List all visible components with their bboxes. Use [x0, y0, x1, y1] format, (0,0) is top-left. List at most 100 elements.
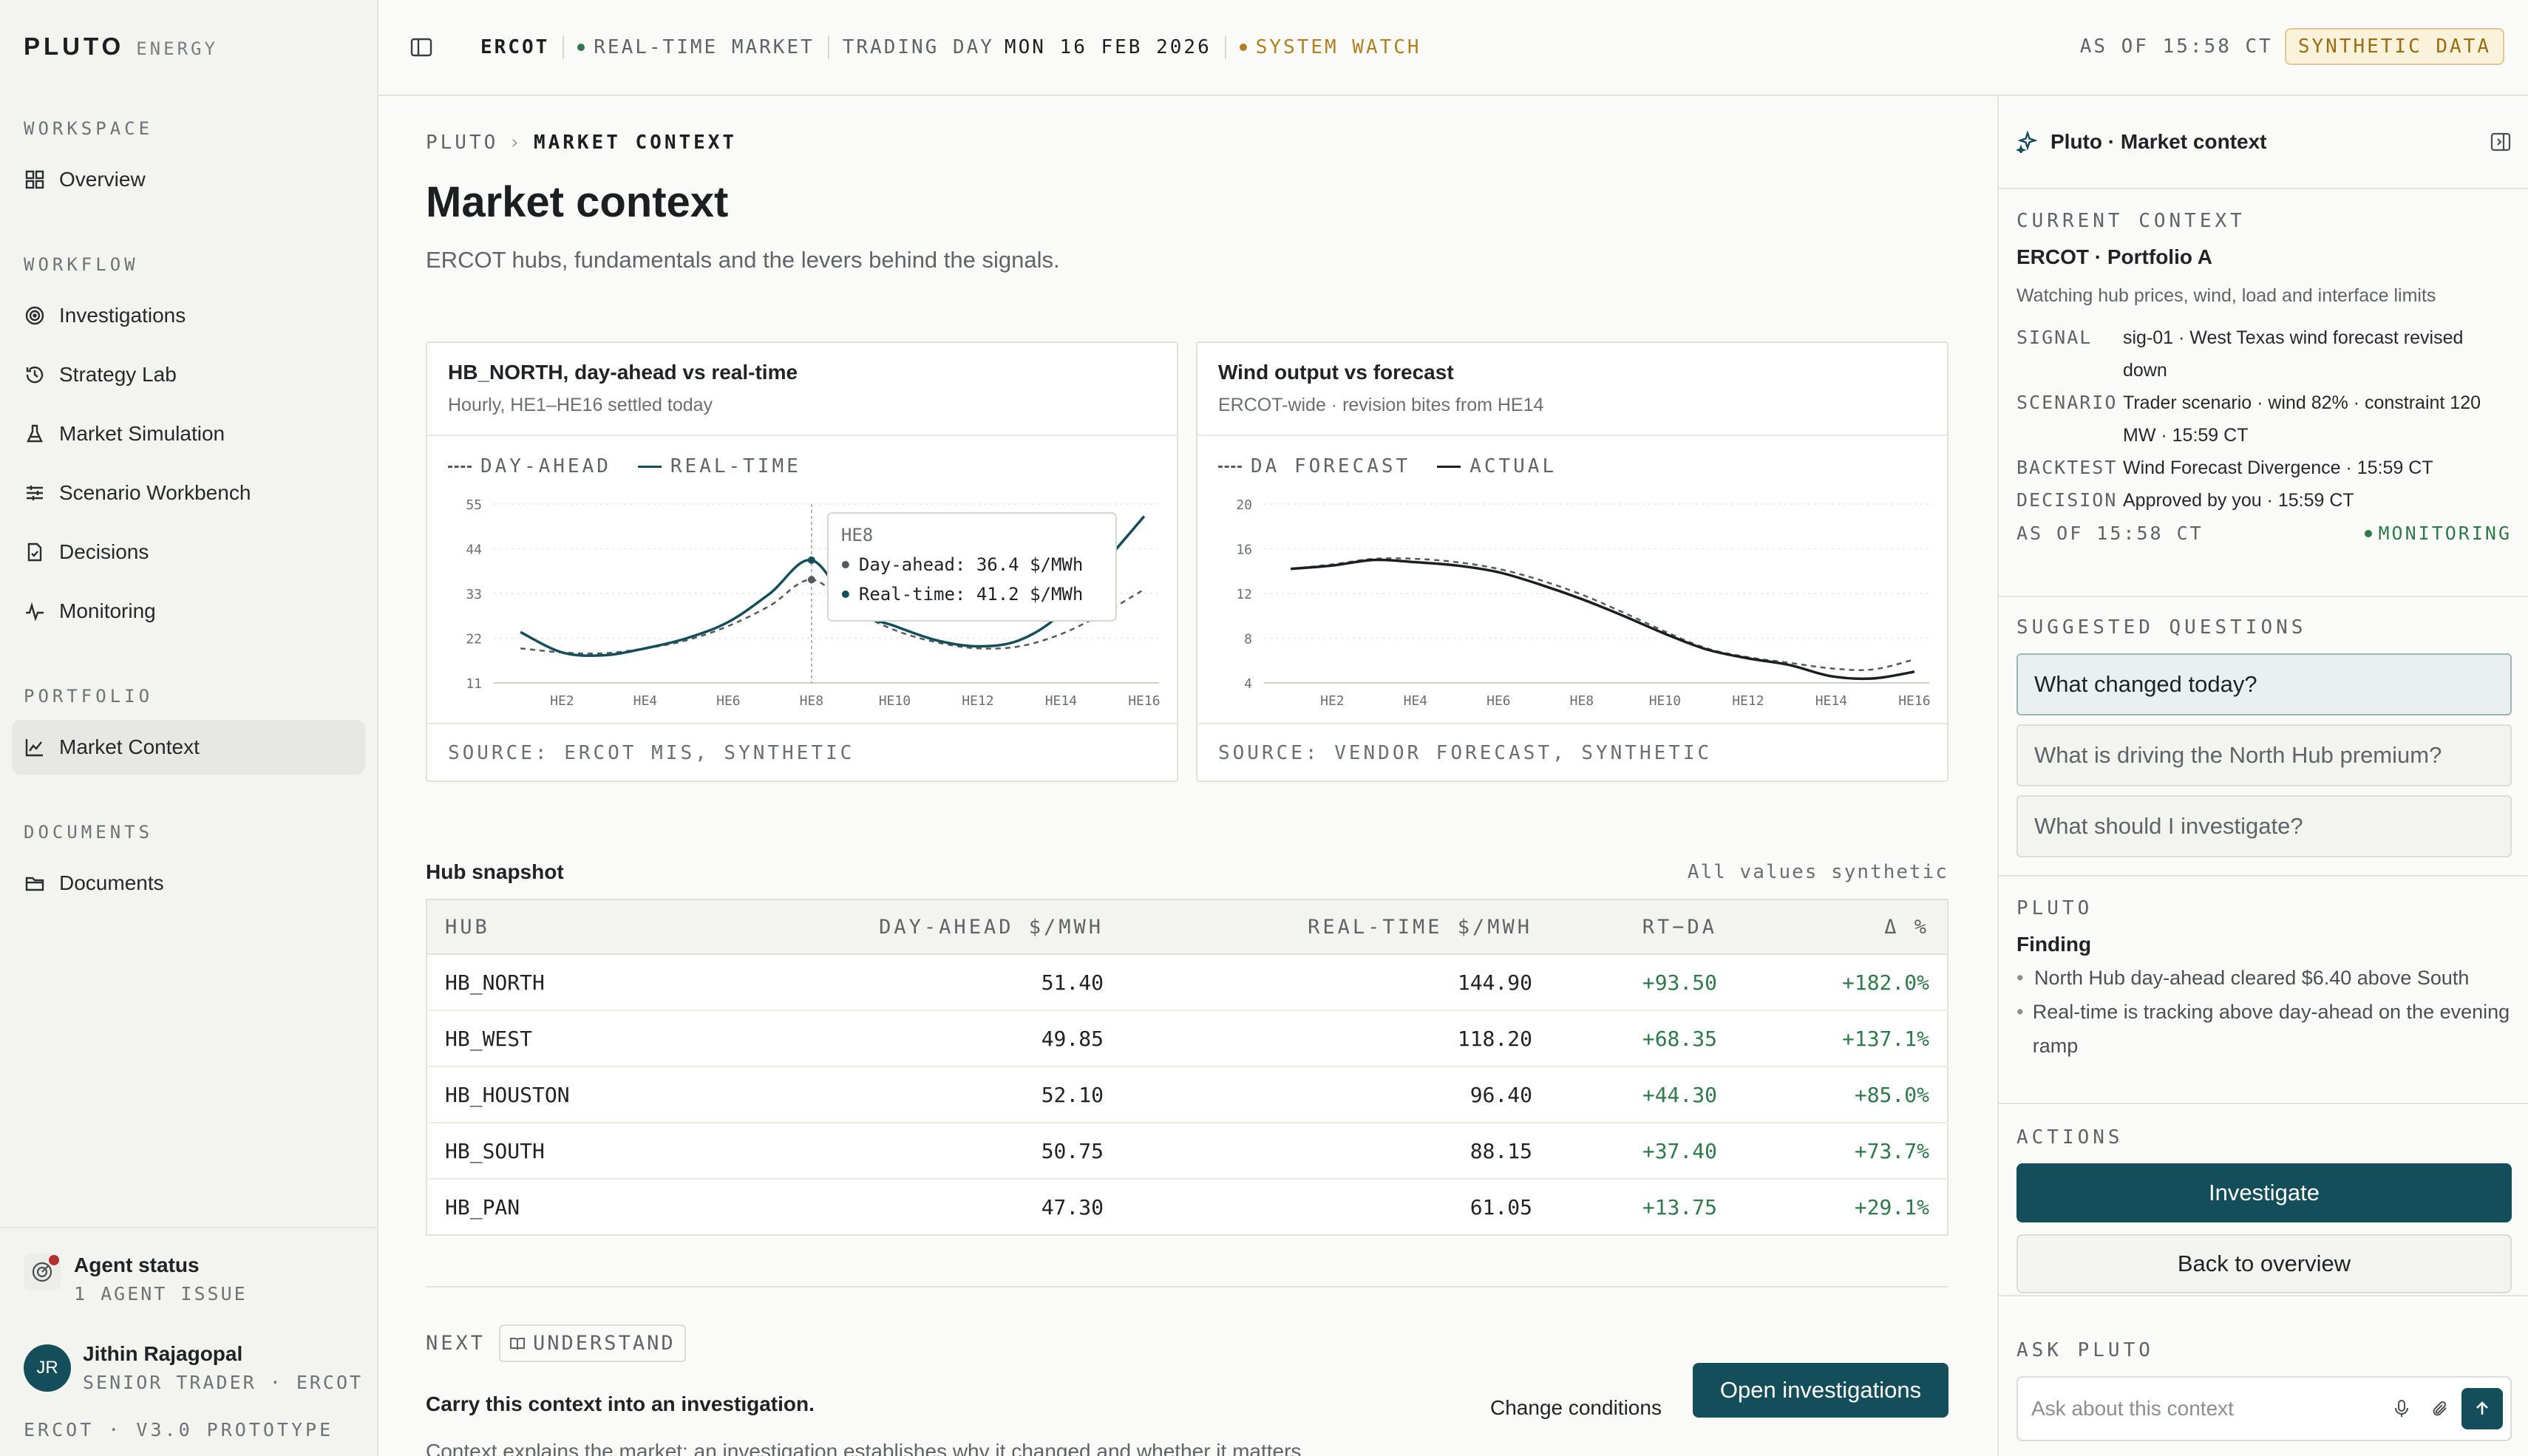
agent-status[interactable]: Agent status 1 AGENT ISSUE	[24, 1253, 248, 1304]
x-tick-label: HE12	[1732, 693, 1764, 709]
legend-label: DA FORECAST	[1251, 455, 1411, 477]
sidebar-item-market-context[interactable]: Market Context	[12, 720, 365, 775]
y-tick-label: 4	[1244, 676, 1252, 692]
column-header[interactable]: DAY-AHEAD $/MWH	[722, 899, 1121, 955]
send-button[interactable]	[2461, 1388, 2503, 1429]
y-tick-label: 44	[466, 542, 482, 558]
page-description: ERCOT hubs, fundamentals and the levers …	[426, 247, 1060, 273]
activity-icon	[24, 600, 46, 622]
sidebar-item-scenario-workbench[interactable]: Scenario Workbench	[12, 466, 365, 520]
sidebar-item-decisions[interactable]: Decisions	[12, 525, 365, 579]
chart-source: SOURCE: ERCOT MIS, SYNTHETIC	[427, 723, 1177, 780]
divider	[1999, 875, 2528, 877]
x-tick-label: HE14	[1045, 693, 1077, 709]
sidebar-toggle-icon[interactable]	[410, 35, 435, 61]
column-header[interactable]: Δ %	[1735, 899, 1948, 955]
context-title: ERCOT · Portfolio A	[2016, 245, 2212, 268]
delta-percent: +29.1%	[1854, 1194, 1929, 1219]
tooltip-row: Real-time: 41.2 $/MWh	[859, 584, 1083, 605]
section-workspace: WORKSPACE	[24, 118, 154, 139]
suggested-questions: SUGGESTED QUESTIONS What changed today? …	[2016, 616, 2512, 866]
chart-legend: DA FORECAST ACTUAL	[1218, 455, 1583, 477]
sidebar-item-documents[interactable]: Documents	[12, 856, 365, 911]
real-time-price: 88.15	[1121, 1123, 1550, 1180]
hub-name: HB_WEST	[427, 1010, 722, 1067]
sidebar-item-label: Scenario Workbench	[59, 481, 251, 504]
x-tick-label: HE4	[633, 693, 658, 709]
brand-logo[interactable]: PLUTO ENERGY	[24, 33, 218, 61]
paperclip-icon[interactable]	[2430, 1399, 2450, 1418]
context-explanation: Context explains the market; an investig…	[426, 1440, 1308, 1456]
table-row[interactable]: HB_WEST 49.85 118.20 +68.35 +137.1%	[427, 1010, 1948, 1067]
price-line-chart[interactable]: 11 22 33 44 55 HE2 HE4 HE6 HE8 HE10 HE12 HE14 HE16 HE…	[427, 483, 1177, 720]
wind-line-chart[interactable]: 4 8 12 16 20 HE2 HE4 HE6 HE8 HE10 HE12 HE14 HE16	[1197, 483, 1947, 720]
y-tick-label: 8	[1244, 632, 1252, 647]
suggested-question[interactable]: What is driving the North Hub premium?	[2016, 724, 2512, 786]
current-context: CURRENT CONTEXT ERCOT · Portfolio A Watc…	[2016, 210, 2512, 544]
breadcrumb: PLUTO › MARKET CONTEXT	[426, 132, 737, 154]
breadcrumb-root[interactable]: PLUTO	[426, 132, 499, 154]
pluto-findings: PLUTO Finding • North Hub day-ahead clear…	[2016, 897, 2512, 1073]
hub-name: HB_SOUTH	[427, 1123, 722, 1180]
understand-label: UNDERSTAND	[533, 1332, 676, 1355]
sidebar-item-monitoring[interactable]: Monitoring	[12, 584, 365, 639]
ask-input[interactable]: Ask about this context	[2016, 1376, 2512, 1441]
delta-percent: +85.0%	[1735, 1067, 1948, 1123]
investigate-button[interactable]: Investigate	[2016, 1163, 2512, 1222]
series-line-da-forecast	[1290, 557, 1915, 671]
back-to-overview-button[interactable]: Back to overview	[2016, 1234, 2512, 1293]
folder-icon	[24, 872, 46, 894]
main-content: PLUTO › MARKET CONTEXT Market context ER…	[378, 96, 1997, 1456]
chevron-right-icon: ›	[509, 132, 523, 154]
open-investigations-button[interactable]: Open investigations	[1693, 1363, 1948, 1418]
suggested-question[interactable]: What changed today?	[2016, 653, 2512, 715]
divider	[0, 1227, 377, 1228]
rt-da-spread: +93.50	[1550, 954, 1735, 1011]
suggested-question[interactable]: What should I investigate?	[2016, 795, 2512, 857]
delta-percent: +73.7%	[1735, 1123, 1948, 1180]
table-row[interactable]: HB_SOUTH 50.75 88.15 +37.40 +73.7%	[427, 1123, 1948, 1180]
x-tick-label: HE8	[1570, 693, 1594, 709]
sidebar-item-market-simulation[interactable]: Market Simulation	[12, 406, 365, 461]
day-ahead-price: 52.10	[722, 1067, 1121, 1123]
table-row[interactable]: HB_NORTH 51.40 144.90 +93.50 +182.0%	[427, 954, 1948, 1011]
tooltip-dot	[841, 561, 849, 568]
change-conditions-button[interactable]: Change conditions	[1490, 1396, 1662, 1419]
user-profile[interactable]: JR Jithin Rajagopal SENIOR TRADER · ERCO…	[24, 1342, 363, 1393]
collapse-panel-icon[interactable]	[2490, 131, 2512, 153]
context-status-row: AS OF 15:58 CT MONITORING	[2016, 523, 2512, 544]
table-row[interactable]: HB_HOUSTON 52.10 96.40 +44.30 +85.0%	[427, 1067, 1948, 1123]
separator	[1224, 35, 1226, 59]
sidebar-item-label: Decisions	[59, 540, 149, 563]
sidebar-item-strategy-lab[interactable]: Strategy Lab	[12, 347, 365, 402]
column-header[interactable]: REAL-TIME $/MWH	[1121, 899, 1550, 955]
y-tick-label: 33	[466, 587, 482, 602]
row-key: SCENARIO	[2016, 392, 2118, 413]
x-tick-label: HE12	[962, 693, 993, 709]
legend-item-real-time: REAL-TIME	[637, 455, 801, 477]
sidebar: PLUTO ENERGY WORKSPACE Overview WORKFLOW…	[0, 0, 378, 1456]
microphone-icon[interactable]	[2392, 1399, 2411, 1418]
sidebar-item-investigations[interactable]: Investigations	[12, 288, 365, 343]
bullet-text: North Hub day-ahead cleared $6.40 above …	[2034, 967, 2470, 989]
x-tick-label: HE6	[1486, 693, 1511, 709]
hover-point-day-ahead	[807, 576, 815, 584]
section-label: CURRENT CONTEXT	[2016, 210, 2246, 232]
sidebar-item-label: Investigations	[59, 304, 186, 327]
page-title: Market context	[426, 178, 729, 226]
sidebar-item-label: Monitoring	[59, 599, 156, 622]
panel-header: Pluto · Market context	[1999, 96, 2528, 189]
hub-name: HB_HOUSTON	[427, 1067, 722, 1123]
finding-title: Finding	[2016, 933, 2092, 956]
table-row[interactable]: HB_PAN 47.30 61.05 +13.75 +29.1%	[427, 1179, 1948, 1235]
chart-subtitle: Hourly, HE1–HE16 settled today	[448, 395, 713, 415]
avatar: JR	[24, 1344, 71, 1392]
column-header[interactable]: RT−DA	[1550, 899, 1735, 955]
section-portfolio: PORTFOLIO	[24, 686, 154, 707]
next-label: NEXT	[426, 1332, 486, 1355]
tooltip-box	[826, 512, 1117, 622]
column-header[interactable]: HUB	[427, 899, 722, 955]
rt-da-spread: +13.75	[1642, 1194, 1717, 1219]
sidebar-item-overview[interactable]: Overview	[12, 152, 365, 207]
rt-market-label: REAL-TIME MARKET	[594, 36, 815, 58]
